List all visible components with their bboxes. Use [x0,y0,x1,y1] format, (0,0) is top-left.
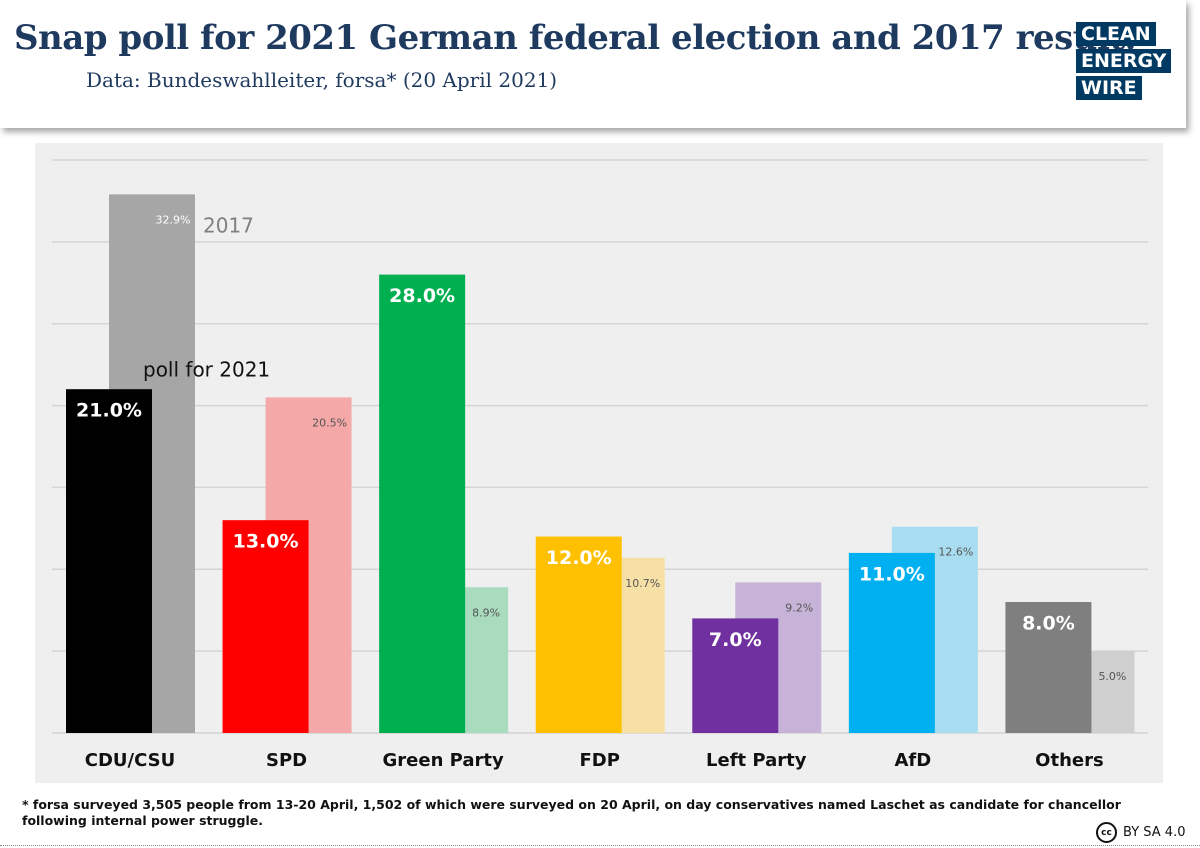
subtitle: Data: Bundeswahlleiter, forsa* (20 April… [86,68,558,92]
bar [848,552,935,733]
value-label: 32.9% [156,213,191,226]
logo-word: ENERGY [1076,49,1172,73]
value-label: 10.7% [625,577,660,590]
value-label: 8.0% [1022,613,1075,635]
value-label: 9.2% [785,601,813,614]
x-tick-label: FDP [579,750,619,771]
series-annotation: poll for 2021 [143,358,270,382]
series-annotation: 2017 [203,214,254,238]
license: cc BY SA 4.0 [1096,822,1185,843]
logo: CLEAN ENERGY WIRE [1076,22,1172,103]
header: Snap poll for 2021 German federal electi… [0,0,1186,128]
value-label: 8.9% [472,606,500,619]
value-label: 13.0% [233,531,299,553]
x-tick-label: Left Party [706,750,807,771]
x-tick-label: AfD [895,750,932,771]
x-tick-label: SPD [266,750,307,771]
value-label: 21.0% [76,400,142,422]
bar [66,389,152,733]
license-icon: cc [1096,822,1117,843]
footnote: * forsa surveyed 3,505 people from 13-20… [22,797,1121,828]
bar [1005,602,1092,733]
x-tick-label: Others [1035,750,1104,771]
value-label: 12.6% [938,546,973,559]
value-label: 28.0% [389,285,455,307]
value-label: 12.0% [546,547,612,569]
bar [379,274,466,733]
bar [692,618,779,733]
logo-word: WIRE [1076,76,1142,100]
title: Snap poll for 2021 German federal electi… [14,18,1136,58]
bar [535,536,622,733]
x-tick-label: Green Party [383,750,504,771]
border [0,845,1200,846]
value-label: 11.0% [859,563,925,585]
value-label: 7.0% [709,629,762,651]
value-label: 5.0% [1098,670,1126,683]
bar [222,520,309,733]
value-label: 20.5% [312,416,347,429]
license-text: BY SA 4.0 [1123,825,1186,840]
logo-word: CLEAN [1076,22,1156,46]
x-tick-label: CDU/CSU [85,750,175,771]
